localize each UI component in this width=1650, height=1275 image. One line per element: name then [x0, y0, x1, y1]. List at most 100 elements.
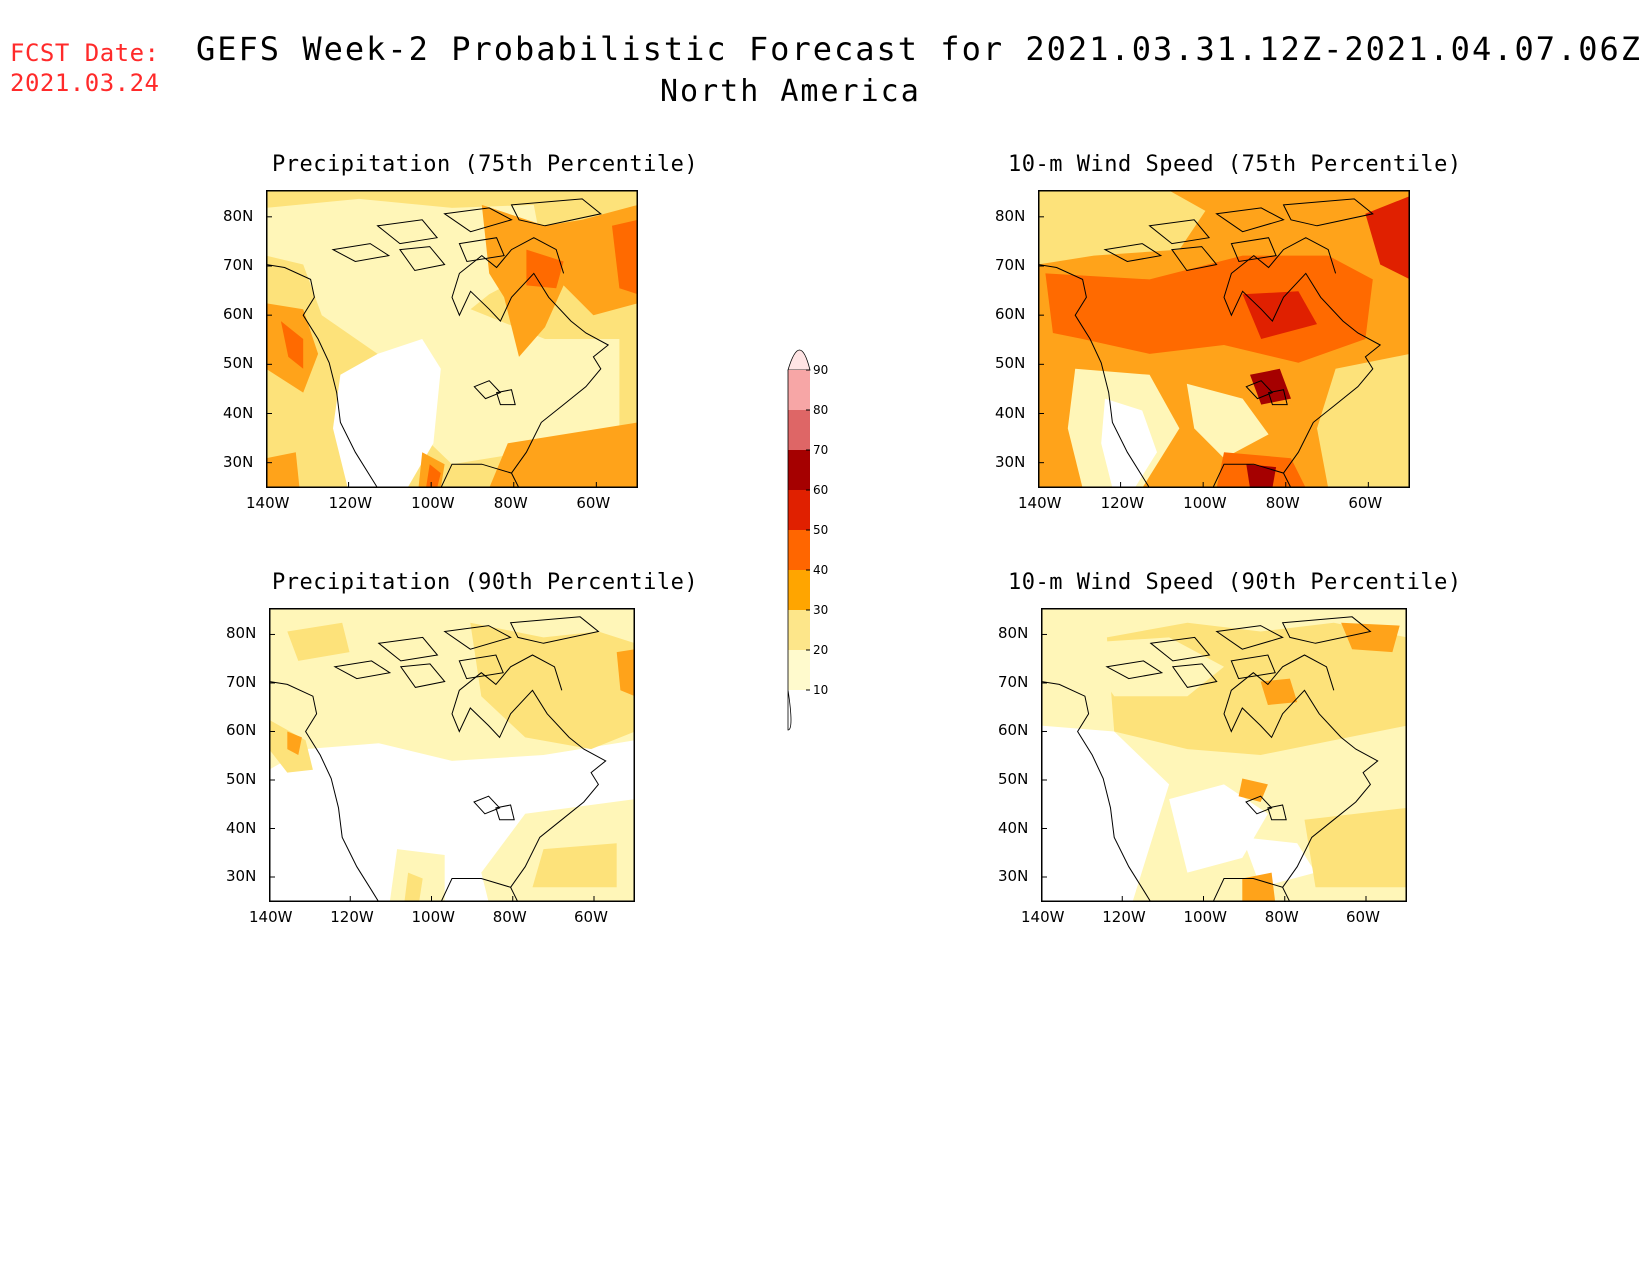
shade-c10: [414, 294, 620, 465]
coastline: [458, 237, 505, 263]
fcst-date: 2021.03.24: [10, 69, 160, 97]
lon-tick-label: 60W: [1348, 494, 1383, 512]
coastline: [1171, 663, 1218, 688]
map-wind75: [1038, 190, 1410, 488]
colorbar-box: [788, 490, 810, 530]
shade-c30: [481, 204, 638, 357]
shade-c30: [287, 731, 302, 755]
lon-tick-label: 120W: [1102, 908, 1146, 926]
lat-tick-label: 30N: [998, 867, 1029, 885]
map-precip75: [266, 190, 638, 488]
coastline: [473, 380, 502, 400]
colorbar-label: 80: [813, 403, 828, 417]
main-title-line1: GEFS Week-2 Probabilistic Forecast for 2…: [196, 30, 1643, 68]
colorbar-box: [788, 370, 810, 410]
shade-c60: [1246, 464, 1277, 488]
colorbar-box: [788, 530, 810, 570]
shade-c30: [616, 649, 635, 697]
coastline: [1212, 463, 1292, 488]
coastline: [1230, 237, 1277, 263]
shade-white: [1242, 837, 1316, 888]
lon-tick-label: 100W: [1183, 494, 1227, 512]
coastline: [1282, 198, 1374, 227]
shade-c40: [426, 464, 441, 488]
lat-tick-label: 80N: [226, 624, 257, 643]
coastline: [458, 654, 504, 680]
coastline: [1245, 795, 1273, 815]
lon-tick-label: 80W: [493, 494, 528, 512]
colorbar-label: 60: [813, 483, 828, 497]
coastline: [333, 660, 392, 680]
shade-c40: [1045, 255, 1373, 363]
shade-c30: [266, 452, 300, 488]
lon-tick-label: 140W: [1021, 908, 1065, 926]
coastline: [509, 616, 600, 644]
shade-c30: [489, 422, 638, 488]
coastline: [399, 663, 446, 688]
coastline: [1041, 681, 1152, 902]
shade-c20: [287, 622, 350, 661]
lon-tick-label: 140W: [249, 908, 293, 926]
colorbar-box: [788, 570, 810, 610]
colorbar-label: 30: [813, 603, 828, 617]
colorbar-label: 50: [813, 523, 828, 537]
colorbar-box: [788, 450, 810, 490]
shade-c20: [404, 872, 423, 902]
lat-tick-label: 70N: [223, 255, 254, 274]
lat-tick-label: 80N: [995, 206, 1026, 225]
lat-tick-label: 50N: [226, 769, 257, 788]
map-frame: [269, 608, 635, 902]
shade-c30: [1260, 678, 1298, 705]
lat-tick-label: 30N: [226, 867, 257, 885]
map-frame: [1038, 190, 1410, 488]
map-svg: [1038, 190, 1410, 488]
lat-tick-label: 40N: [995, 403, 1026, 422]
lat-tick-label: 50N: [995, 354, 1026, 373]
colorbar-label: 20: [813, 643, 828, 657]
coastline: [1105, 660, 1164, 680]
main-title-line2: North America: [660, 74, 921, 109]
map-precip90: [269, 608, 635, 902]
lat-tick-label: 50N: [998, 769, 1029, 788]
map-svg: [266, 190, 638, 488]
lon-tick-label: 80W: [1265, 494, 1300, 512]
shade-c20: [1038, 190, 1206, 265]
shade-c60: [1250, 368, 1291, 405]
shade-c50: [1242, 291, 1317, 339]
coastline: [1267, 389, 1288, 406]
map-svg: [269, 608, 635, 902]
colorbar-label: 40: [813, 563, 828, 577]
shade-c40: [612, 219, 638, 295]
colorbar-svg: 10 20 30 40 50 60 70 80 90: [787, 349, 828, 731]
lat-tick-label: 60N: [226, 721, 257, 740]
map-wind90: [1041, 608, 1407, 902]
colorbar-box: [788, 410, 810, 450]
coastline: [269, 681, 380, 902]
lat-tick-label: 70N: [998, 672, 1029, 691]
colorbar-label: 90: [813, 363, 828, 377]
coastline: [1281, 616, 1372, 644]
lat-tick-label: 80N: [223, 206, 254, 225]
shade-c20: [1304, 807, 1407, 888]
colorbar-label: 70: [813, 443, 828, 457]
lat-tick-label: 50N: [223, 354, 254, 373]
lon-tick-label: 120W: [1100, 494, 1145, 512]
shade-c50: [1365, 196, 1410, 280]
lon-tick-label: 100W: [1183, 908, 1227, 926]
lat-tick-label: 70N: [995, 255, 1026, 274]
coastline: [377, 636, 439, 662]
coastline: [451, 237, 610, 474]
shade-c30: [1341, 622, 1400, 653]
lon-tick-label: 100W: [411, 908, 455, 926]
shade-white: [1101, 398, 1157, 488]
lat-tick-label: 60N: [223, 305, 254, 324]
lat-tick-label: 30N: [995, 452, 1026, 471]
lon-tick-label: 80W: [492, 908, 527, 926]
coastline: [331, 243, 391, 263]
shade-c20: [532, 843, 617, 888]
coastline: [1230, 654, 1276, 680]
shade-c40: [280, 321, 304, 369]
shade-c10: [1077, 637, 1224, 697]
lon-tick-label: 120W: [328, 494, 373, 512]
fcst-label: FCST Date:: [10, 39, 160, 67]
